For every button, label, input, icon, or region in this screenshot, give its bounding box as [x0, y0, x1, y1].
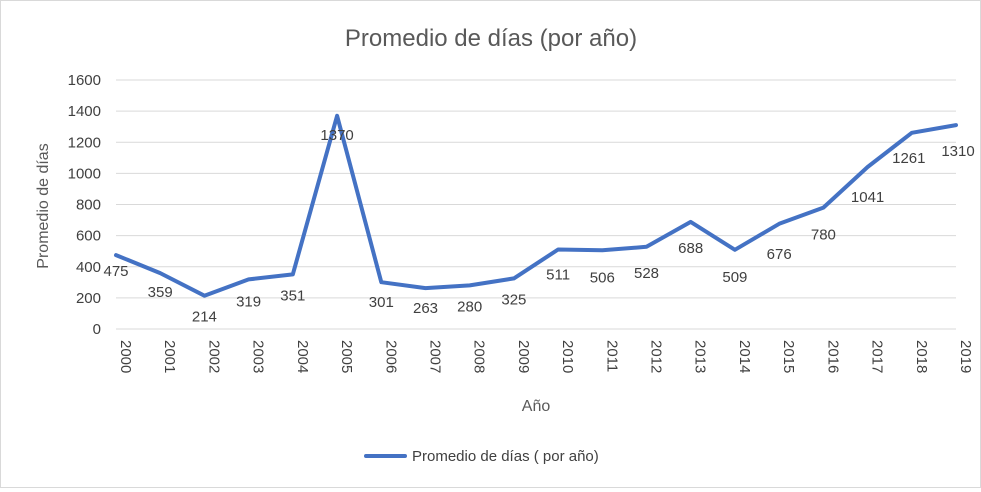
data-label-2006: 301 — [369, 294, 394, 311]
data-label-2014: 509 — [722, 269, 747, 286]
x-tick-label: 2014 — [736, 340, 753, 373]
y-tick-label: 1200 — [68, 134, 101, 151]
x-tick-label: 2006 — [382, 340, 399, 373]
data-label-2002: 214 — [192, 309, 217, 326]
y-axis-title: Promedio de días — [35, 143, 52, 268]
x-tick-label: 2002 — [205, 340, 222, 373]
legend-label: Promedio de días ( por año) — [412, 448, 599, 465]
series-line — [114, 113, 958, 298]
y-axis-ticks: 0 200 400 600 800 1000 1200 1400 1600 — [68, 72, 101, 338]
data-label-2011: 506 — [590, 269, 615, 286]
data-label-2000: 475 — [103, 263, 128, 280]
x-tick-label: 2005 — [338, 340, 355, 373]
y-tick-label: 600 — [76, 228, 101, 245]
data-label-2003: 319 — [236, 293, 261, 310]
data-labels: 475 359 214 319 351 1370 301 263 280 325 511 506 528… — [103, 127, 974, 326]
x-tick-label: 2004 — [294, 340, 311, 373]
data-label-2001: 359 — [148, 284, 173, 301]
x-tick-label: 2000 — [117, 340, 134, 373]
x-tick-label: 2016 — [824, 340, 841, 373]
data-label-2015: 676 — [767, 246, 792, 263]
y-tick-label: 1400 — [68, 103, 101, 120]
x-tick-label: 2003 — [250, 340, 267, 373]
x-tick-label: 2009 — [515, 340, 532, 373]
data-label-2018: 1261 — [892, 150, 925, 167]
y-tick-label: 400 — [76, 259, 101, 276]
chart-title: Promedio de días (por año) — [345, 25, 637, 52]
data-label-2005: 1370 — [320, 127, 353, 144]
x-axis-title: Año — [522, 398, 551, 415]
x-tick-label: 2008 — [471, 340, 488, 373]
data-label-2007: 263 — [413, 300, 438, 317]
data-label-2009: 325 — [501, 291, 526, 308]
x-tick-label: 2012 — [648, 340, 665, 373]
x-tick-label: 2017 — [869, 340, 886, 373]
data-label-2008: 280 — [457, 298, 482, 315]
data-label-2012: 528 — [634, 265, 659, 282]
y-tick-label: 200 — [76, 290, 101, 307]
x-tick-label: 2010 — [559, 340, 576, 373]
x-tick-label: 2007 — [426, 340, 443, 373]
x-tick-label: 2015 — [780, 340, 797, 373]
x-tick-label: 2019 — [957, 340, 974, 373]
y-tick-label: 800 — [76, 197, 101, 214]
data-label-2017: 1041 — [851, 189, 884, 206]
x-axis-ticks: 2000 2001 2002 2003 2004 2005 2006 2007 2008 2009… — [117, 340, 974, 373]
y-tick-label: 0 — [93, 321, 101, 338]
y-tick-label: 1600 — [68, 72, 101, 89]
x-tick-label: 2001 — [161, 340, 178, 373]
data-label-2004: 351 — [280, 287, 305, 304]
legend: Promedio de días ( por año) — [364, 448, 599, 465]
x-tick-label: 2018 — [913, 340, 930, 373]
x-tick-label: 2013 — [692, 340, 709, 373]
x-tick-label: 2011 — [603, 340, 620, 372]
gridlines — [116, 79, 956, 330]
data-label-2010: 511 — [546, 267, 570, 284]
data-label-2013: 688 — [678, 240, 703, 257]
y-tick-label: 1000 — [68, 165, 101, 182]
data-label-2019: 1310 — [941, 143, 974, 160]
data-label-2016: 780 — [811, 227, 836, 244]
